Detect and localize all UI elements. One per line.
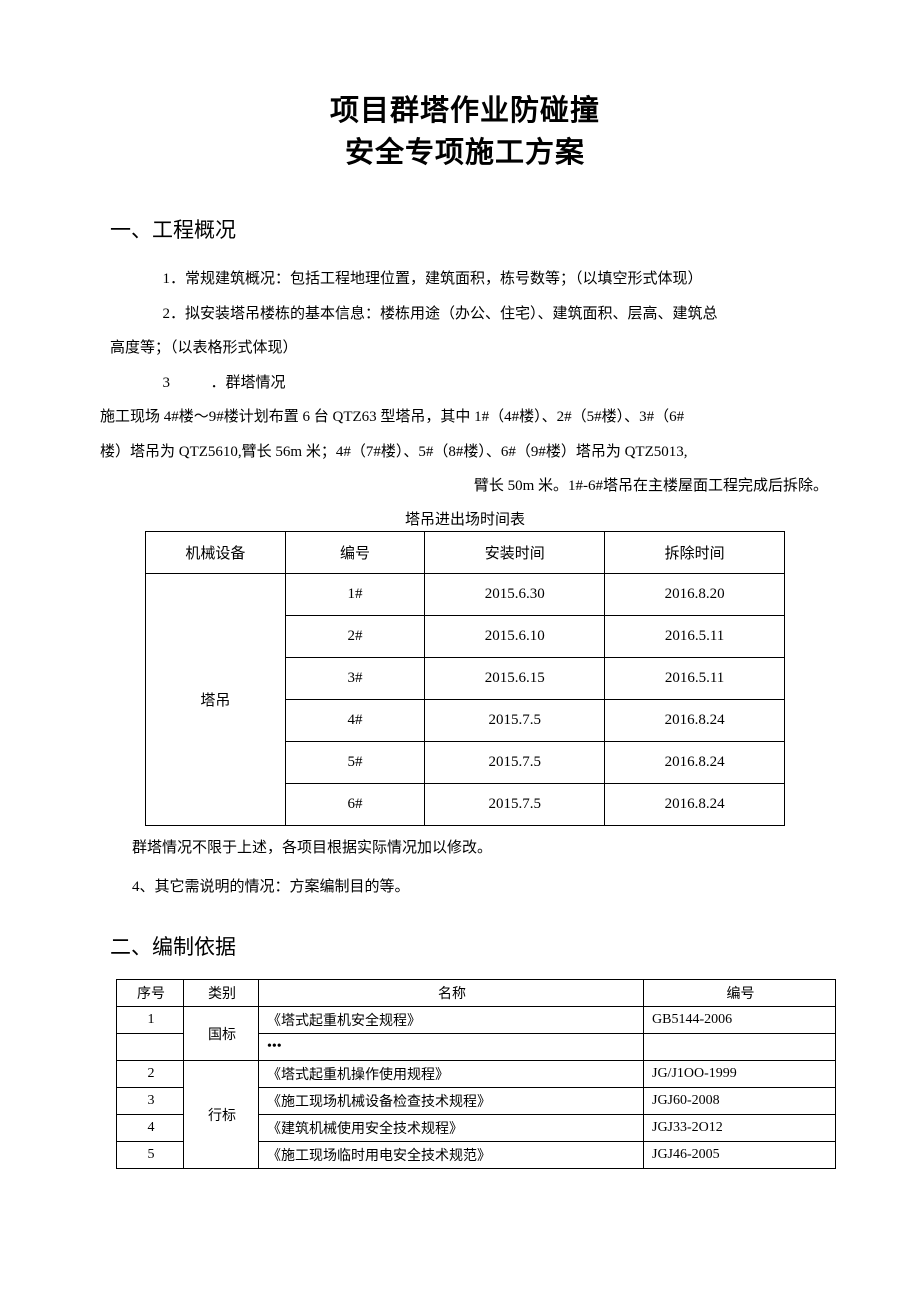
refs-cell-seq: 5 — [117, 1142, 184, 1169]
schedule-header-no: 编号 — [285, 531, 425, 573]
after-table-note-1: 群塔情况不限于上述，各项目根据实际情况加以修改。 — [132, 832, 820, 866]
schedule-cell-remove: 2016.8.24 — [605, 741, 785, 783]
refs-cell-name: 《塔式起重机安全规程》 — [259, 1007, 644, 1034]
schedule-header-install: 安装时间 — [425, 531, 605, 573]
schedule-cell-install: 2015.7.5 — [425, 741, 605, 783]
references-table: 序号 类别 名称 编号 1 国标 《塔式起重机安全规程》 GB5144-2006… — [116, 979, 836, 1169]
refs-header-code: 编号 — [644, 980, 836, 1007]
refs-cell-seq — [117, 1034, 184, 1061]
refs-cell-code — [644, 1034, 836, 1061]
section1-para3-num: 3 — [163, 375, 171, 391]
section1-detail-line1: 施工现场 4#楼～9#楼计划布置 6 台 QTZ63 型塔吊，其中 1#（4#楼… — [100, 400, 820, 435]
refs-cell-code: GB5144-2006 — [644, 1007, 836, 1034]
schedule-cell-remove: 2016.8.24 — [605, 699, 785, 741]
refs-cell-seq: 1 — [117, 1007, 184, 1034]
refs-cell-name: 《施工现场临时用电安全技术规范》 — [259, 1142, 644, 1169]
section1-para2a: 2．拟安装塔吊楼栋的基本信息：楼栋用途（办公、住宅）、建筑面积、层高、建筑总 — [110, 297, 820, 332]
refs-cell-name: 《塔式起重机操作使用规程》 — [259, 1061, 644, 1088]
schedule-row: 塔吊 1# 2015.6.30 2016.8.20 — [146, 573, 785, 615]
refs-cell-seq: 2 — [117, 1061, 184, 1088]
section-1-heading: 一、工程概况 — [110, 214, 820, 244]
refs-cell-name: 《建筑机械使用安全技术规程》 — [259, 1115, 644, 1142]
section1-detail-line3: 臂长 50m 米。1#-6#塔吊在主楼屋面工程完成后拆除。 — [110, 469, 828, 504]
schedule-cell-remove: 2016.8.24 — [605, 783, 785, 825]
schedule-cell-install: 2015.7.5 — [425, 783, 605, 825]
refs-cell-code: JGJ46-2005 — [644, 1142, 836, 1169]
schedule-table: 机械设备 编号 安装时间 拆除时间 塔吊 1# 2015.6.30 2016.8… — [145, 531, 785, 826]
schedule-equipment-label: 塔吊 — [146, 573, 286, 825]
refs-cell-code: JGJ33-2O12 — [644, 1115, 836, 1142]
schedule-table-title: 塔吊进出场时间表 — [110, 508, 820, 529]
section1-detail-line2: 楼）塔吊为 QTZ5610,臂长 56m 米；4#（7#楼）、5#（8#楼）、6… — [100, 435, 820, 470]
schedule-cell-remove: 2016.8.20 — [605, 573, 785, 615]
refs-cell-category: 行标 — [184, 1061, 259, 1169]
refs-header-seq: 序号 — [117, 980, 184, 1007]
schedule-cell-install: 2015.7.5 — [425, 699, 605, 741]
schedule-cell-install: 2015.6.30 — [425, 573, 605, 615]
refs-header-name: 名称 — [259, 980, 644, 1007]
section1-para1: 1．常规建筑概况：包括工程地理位置，建筑面积，栋号数等；（以填空形式体现） — [110, 262, 820, 297]
title-line-2: 安全专项施工方案 — [110, 132, 820, 174]
refs-row: 1 国标 《塔式起重机安全规程》 GB5144-2006 — [117, 1007, 836, 1034]
section1-para2b: 高度等；（以表格形式体现） — [110, 331, 820, 366]
section1-para3: 3 ．群塔情况 — [110, 366, 820, 401]
schedule-header-remove: 拆除时间 — [605, 531, 785, 573]
document-title: 项目群塔作业防碰撞 安全专项施工方案 — [110, 90, 820, 174]
schedule-header-row: 机械设备 编号 安装时间 拆除时间 — [146, 531, 785, 573]
refs-row: 2 行标 《塔式起重机操作使用规程》 JG/J1OO-1999 — [117, 1061, 836, 1088]
refs-cell-seq: 4 — [117, 1115, 184, 1142]
schedule-cell-remove: 2016.5.11 — [605, 615, 785, 657]
schedule-cell-install: 2015.6.15 — [425, 657, 605, 699]
refs-cell-category: 国标 — [184, 1007, 259, 1061]
refs-cell-seq: 3 — [117, 1088, 184, 1115]
schedule-cell-no: 6# — [285, 783, 425, 825]
schedule-cell-no: 2# — [285, 615, 425, 657]
schedule-cell-remove: 2016.5.11 — [605, 657, 785, 699]
section1-para3-text: ．群塔情况 — [211, 375, 286, 391]
refs-cell-name: ••• — [259, 1034, 644, 1061]
refs-header-category: 类别 — [184, 980, 259, 1007]
schedule-cell-install: 2015.6.10 — [425, 615, 605, 657]
schedule-header-equipment: 机械设备 — [146, 531, 286, 573]
section-2-heading: 二、编制依据 — [110, 931, 820, 961]
schedule-cell-no: 1# — [285, 573, 425, 615]
schedule-cell-no: 4# — [285, 699, 425, 741]
title-line-1: 项目群塔作业防碰撞 — [110, 90, 820, 132]
refs-header-row: 序号 类别 名称 编号 — [117, 980, 836, 1007]
schedule-cell-no: 3# — [285, 657, 425, 699]
refs-cell-code: JG/J1OO-1999 — [644, 1061, 836, 1088]
after-table-note-2: 4、其它需说明的情况：方案编制目的等。 — [132, 871, 820, 905]
refs-cell-name: 《施工现场机械设备检查技术规程》 — [259, 1088, 644, 1115]
schedule-cell-no: 5# — [285, 741, 425, 783]
refs-cell-code: JGJ60-2008 — [644, 1088, 836, 1115]
